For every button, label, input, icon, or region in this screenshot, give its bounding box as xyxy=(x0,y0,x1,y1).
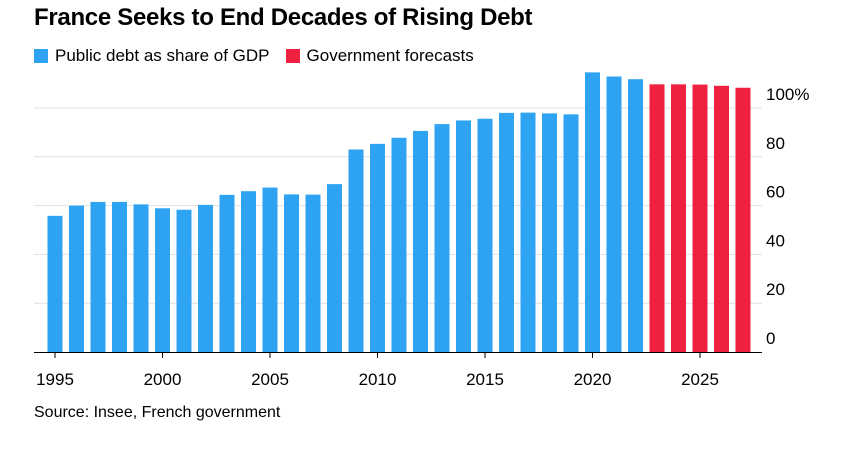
bar xyxy=(370,143,385,352)
bar xyxy=(284,194,299,352)
bar xyxy=(305,194,321,352)
x-tick-label: 2010 xyxy=(359,370,397,389)
x-tick-label: 1995 xyxy=(36,370,74,389)
bar xyxy=(606,76,622,353)
y-tick-label: 80 xyxy=(766,134,785,153)
y-tick-label: 40 xyxy=(766,231,785,250)
bar xyxy=(262,187,278,352)
bar xyxy=(671,84,686,352)
x-tick-label: 2005 xyxy=(251,370,289,389)
bar xyxy=(735,87,751,353)
bar xyxy=(90,201,106,352)
x-tick-label: 2025 xyxy=(681,370,719,389)
bar xyxy=(542,113,557,352)
bar xyxy=(520,112,536,352)
x-tick-label: 2020 xyxy=(574,370,612,389)
legend-item-forecasts: Government forecasts xyxy=(285,46,474,66)
bar xyxy=(563,114,579,353)
bar xyxy=(628,79,643,352)
legend-label-forecasts: Government forecasts xyxy=(306,46,474,65)
y-tick-label: 0 xyxy=(766,329,775,348)
bar xyxy=(176,209,192,352)
bar xyxy=(198,204,213,352)
bar xyxy=(714,85,729,353)
x-tick-label: 2000 xyxy=(144,370,182,389)
bar xyxy=(155,208,170,352)
legend-item-public-debt: Public debt as share of GDP xyxy=(34,46,270,66)
bar xyxy=(241,191,256,352)
y-tick-label: 60 xyxy=(766,183,785,202)
legend-label-public-debt: Public debt as share of GDP xyxy=(55,46,270,65)
source-note: Source: Insee, French government xyxy=(34,404,281,421)
legend-swatch-forecasts xyxy=(285,49,300,63)
bar xyxy=(69,205,84,352)
legend-swatch-public-debt xyxy=(34,49,48,63)
y-tick-label: 20 xyxy=(766,280,785,299)
bar xyxy=(413,130,428,352)
bar xyxy=(47,215,63,352)
bar xyxy=(133,204,149,352)
bar xyxy=(391,137,407,352)
bar xyxy=(692,84,708,353)
bar xyxy=(348,149,364,352)
bar xyxy=(456,120,471,352)
bar xyxy=(434,124,450,352)
bar xyxy=(585,72,600,352)
bar xyxy=(499,112,514,352)
y-tick-label: 100% xyxy=(766,85,809,104)
bar xyxy=(219,194,235,352)
bar xyxy=(649,84,665,352)
x-tick-label: 2015 xyxy=(466,370,504,389)
chart-title: France Seeks to End Decades of Rising De… xyxy=(34,4,533,31)
bar xyxy=(327,184,342,352)
legend: Public debt as share of GDP Government f… xyxy=(34,46,490,66)
bar xyxy=(112,201,127,352)
bar xyxy=(477,118,493,353)
